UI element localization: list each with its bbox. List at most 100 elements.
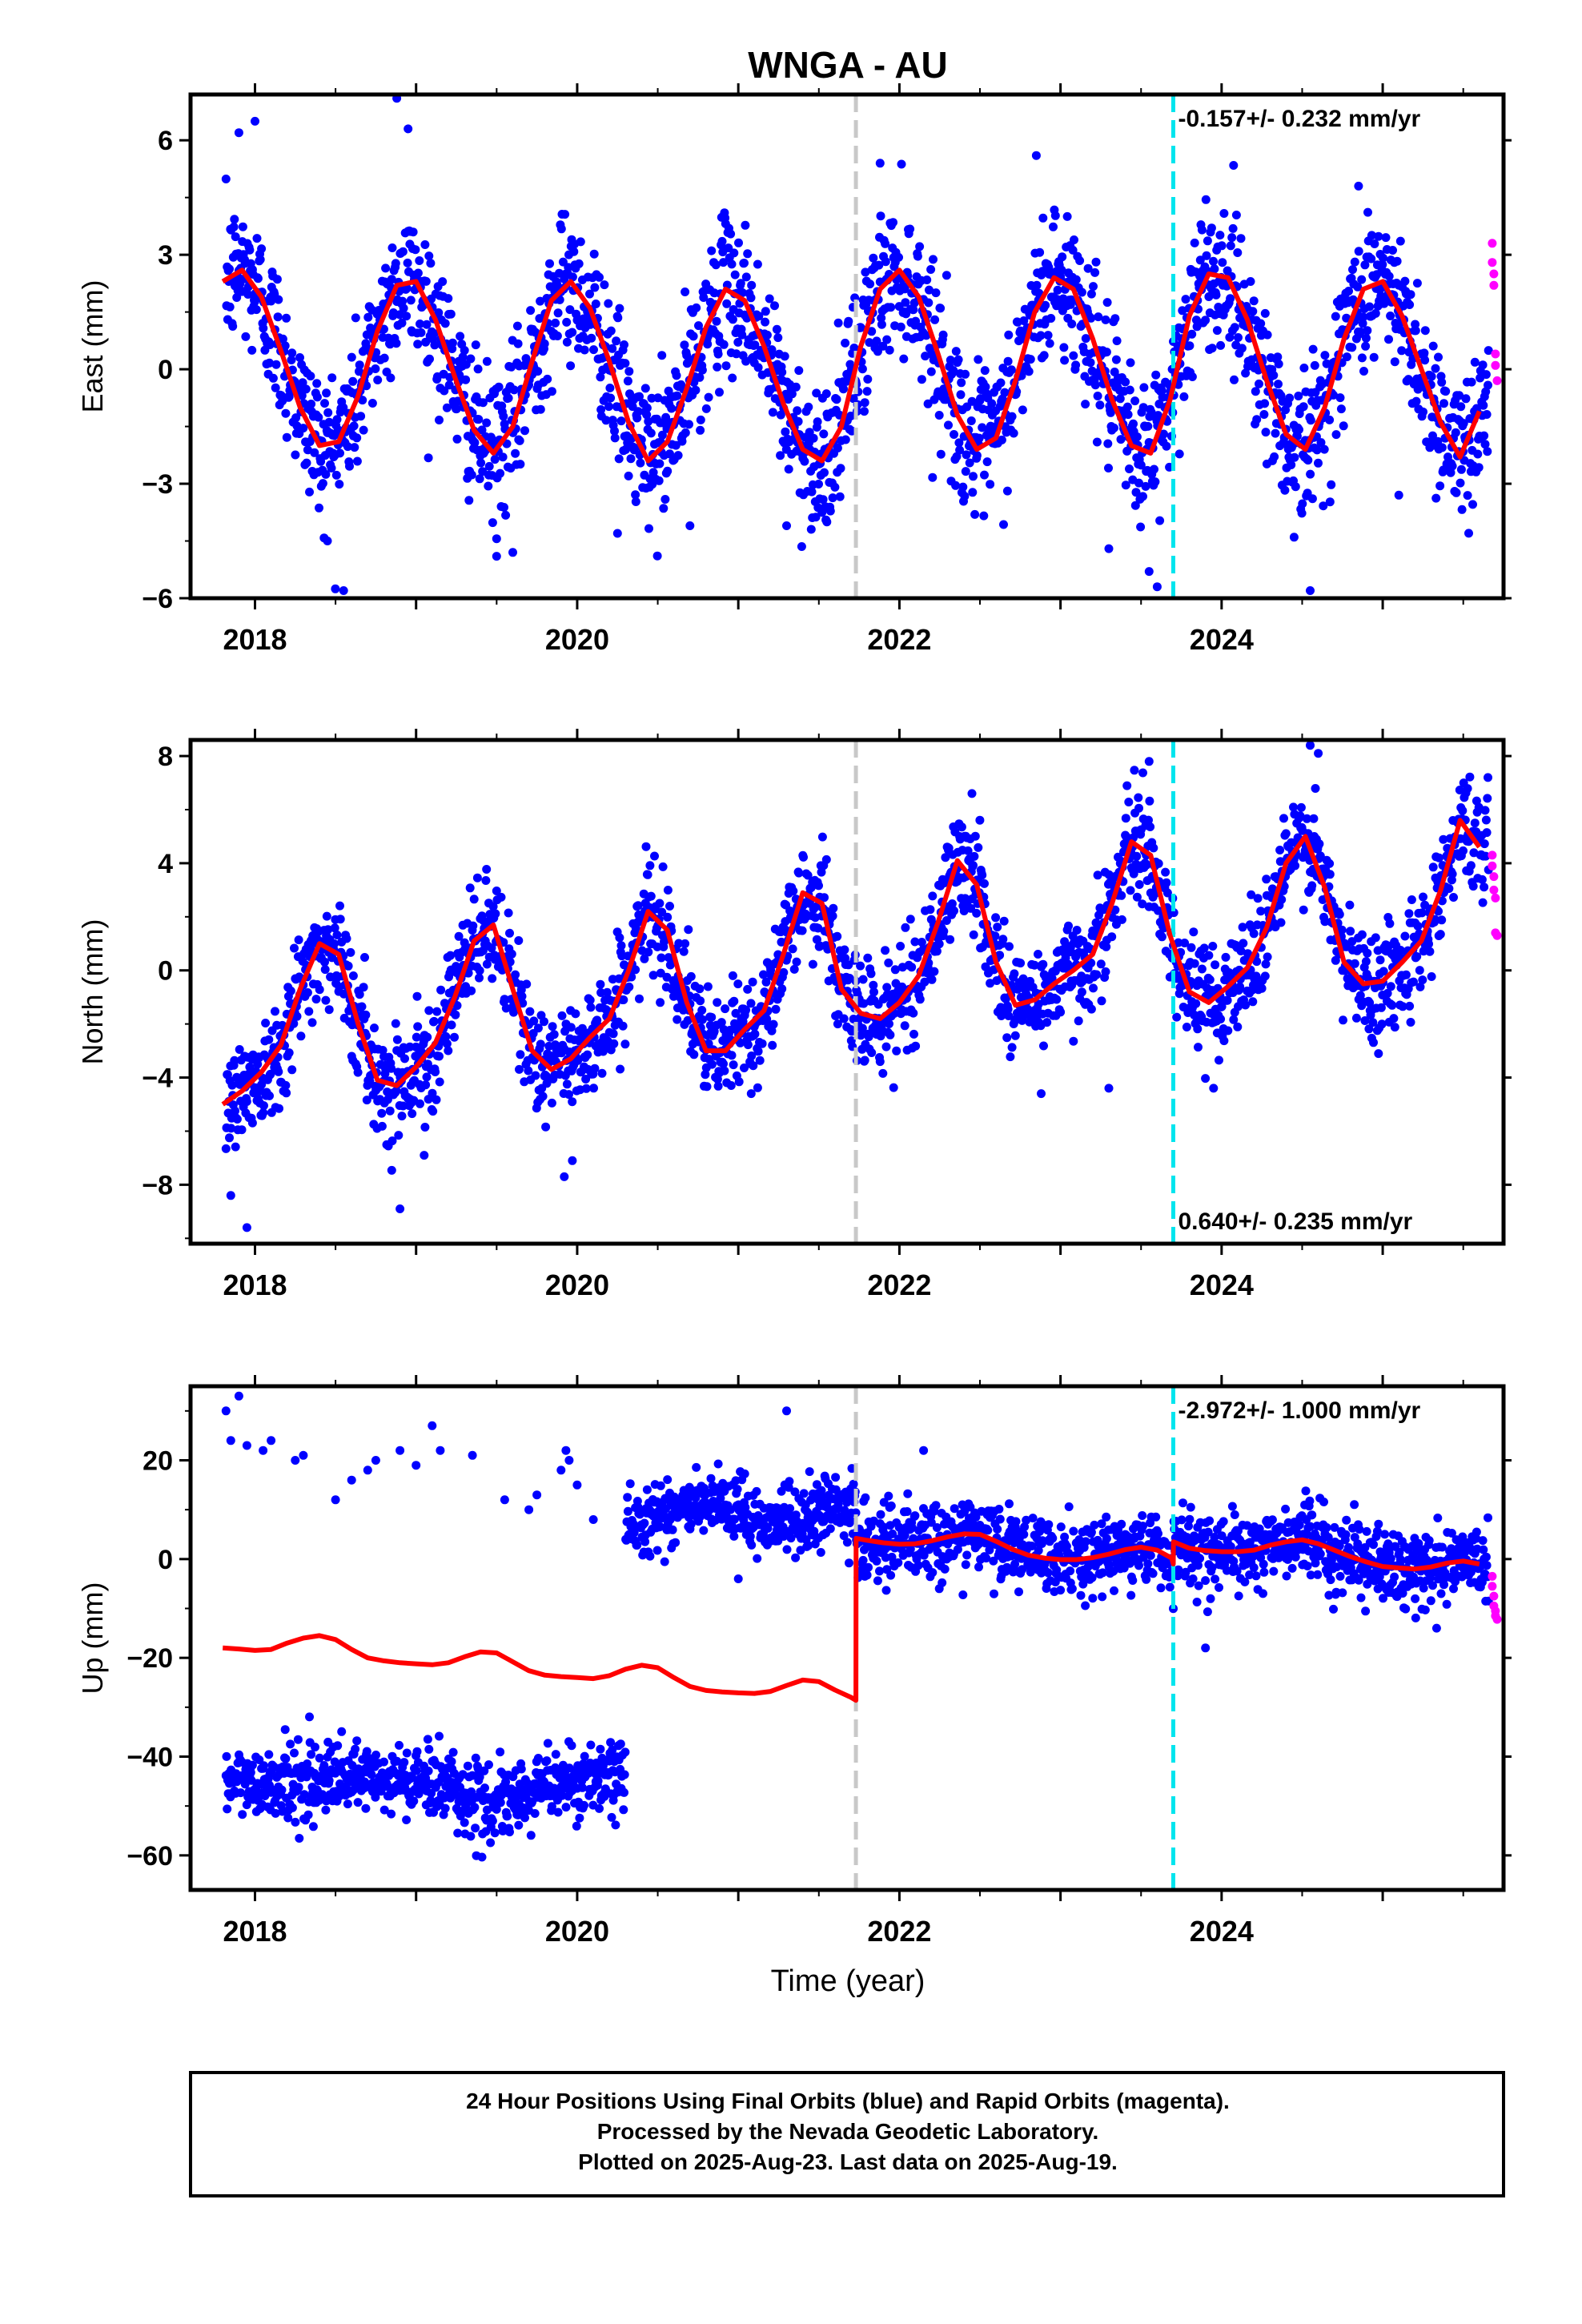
north-data-point — [624, 982, 634, 991]
north-data-point — [320, 957, 329, 967]
north-data-point — [547, 1098, 556, 1108]
north-data-point — [422, 1072, 432, 1082]
north-data-point — [884, 958, 893, 967]
north-data-point — [465, 883, 475, 893]
north-data-point — [631, 965, 640, 975]
east-outlier-point — [822, 517, 832, 527]
north-data-point — [1363, 948, 1372, 958]
north-data-point — [679, 947, 689, 956]
east-data-point — [1390, 357, 1399, 367]
up-data-point — [333, 1741, 343, 1751]
east-data-point — [1325, 497, 1335, 507]
east-data-point — [547, 387, 556, 396]
north-data-point — [1468, 882, 1478, 891]
north-data-point — [428, 1107, 438, 1116]
east-data-point — [1327, 480, 1336, 489]
north-data-point — [271, 1007, 279, 1016]
east-data-point — [922, 275, 932, 284]
north-data-point — [450, 1032, 459, 1042]
east-data-point — [1032, 280, 1042, 290]
east-outlier-point — [404, 124, 413, 134]
north-data-point — [1357, 930, 1367, 939]
east-rapid-point — [1488, 258, 1497, 267]
north-data-point — [1483, 794, 1492, 803]
east-data-point — [928, 472, 938, 482]
east-data-point — [982, 457, 992, 467]
north-data-point — [665, 902, 674, 911]
north-data-point — [1205, 975, 1215, 984]
east-data-point — [905, 224, 915, 234]
east-data-point — [1363, 207, 1372, 217]
east-data-point — [478, 398, 488, 408]
east-data-point — [453, 396, 463, 406]
east-data-point — [1361, 341, 1371, 351]
east-data-point — [657, 430, 667, 440]
east-data-point — [924, 298, 934, 308]
north-data-point — [736, 1038, 745, 1047]
north-y-tick-label: 4 — [158, 849, 173, 879]
north-data-point — [1130, 766, 1139, 775]
up-data-point — [293, 1735, 303, 1744]
north-data-point — [1013, 984, 1022, 994]
east-data-point — [715, 388, 724, 397]
east-data-point — [1400, 276, 1410, 286]
east-data-point — [1308, 344, 1318, 354]
east-outlier-point — [323, 537, 332, 545]
north-data-point — [1039, 1041, 1048, 1051]
east-data-point — [957, 378, 966, 388]
east-data-point — [697, 365, 707, 375]
up-data-point — [303, 1759, 312, 1768]
east-data-point — [1419, 348, 1429, 358]
north-data-point — [515, 1064, 524, 1074]
north-data-point — [1208, 942, 1218, 951]
north-data-point — [969, 930, 978, 939]
east-data-point — [1478, 360, 1488, 370]
east-data-point — [818, 495, 828, 505]
east-data-point — [1053, 285, 1062, 295]
east-data-point — [1058, 252, 1067, 262]
east-data-point — [727, 259, 737, 269]
north-data-point — [1368, 1018, 1378, 1027]
north-data-point — [1134, 880, 1144, 889]
east-data-point — [911, 316, 921, 326]
east-data-point — [1102, 348, 1111, 357]
east-data-point — [1419, 407, 1427, 416]
east-data-point — [1214, 303, 1223, 312]
north-data-point — [697, 1015, 707, 1024]
east-data-point — [631, 497, 640, 506]
east-data-point — [951, 347, 961, 356]
east-data-point — [646, 428, 656, 438]
east-data-point — [773, 333, 783, 343]
east-data-point — [1367, 254, 1376, 263]
north-outlier-point — [1314, 749, 1323, 758]
north-data-point — [640, 954, 649, 963]
north-data-point — [541, 1072, 551, 1081]
east-data-point — [1456, 464, 1466, 474]
north-data-point — [799, 852, 808, 862]
north-data-point — [749, 1061, 758, 1071]
east-data-point — [442, 403, 452, 412]
north-data-point — [1406, 1018, 1415, 1027]
east-data-point — [1374, 231, 1383, 241]
east-data-point — [655, 459, 665, 468]
east-data-point — [271, 360, 281, 369]
east-data-point — [1230, 375, 1239, 384]
east-data-point — [606, 326, 616, 336]
north-data-point — [1157, 932, 1166, 942]
north-data-point — [1086, 1004, 1096, 1014]
east-data-point — [636, 458, 645, 468]
north-data-point — [596, 988, 606, 997]
up-data-point — [311, 1743, 319, 1752]
north-data-point — [743, 984, 753, 994]
north-data-point — [245, 1062, 255, 1072]
east-data-point — [1347, 343, 1357, 352]
north-data-point — [1038, 959, 1048, 969]
east-data-point — [770, 301, 779, 311]
east-data-point — [974, 355, 983, 364]
east-data-point — [1479, 400, 1488, 410]
east-data-point — [1041, 300, 1050, 310]
north-data-point — [1006, 1052, 1015, 1062]
north-data-point — [734, 1077, 744, 1087]
up-data-point — [259, 1761, 268, 1771]
east-data-point — [681, 428, 690, 437]
